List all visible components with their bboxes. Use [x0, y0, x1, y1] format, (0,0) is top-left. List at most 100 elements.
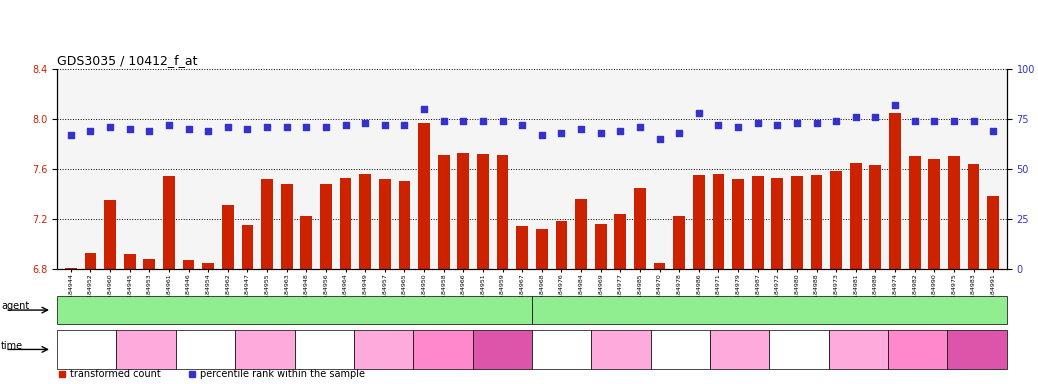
Point [965, 118, 982, 124]
Bar [143, 259, 156, 384]
Bar [458, 153, 469, 384]
Bar [359, 174, 371, 384]
Point [298, 124, 315, 130]
Point [121, 126, 138, 132]
Bar [65, 268, 77, 384]
Point [671, 130, 687, 136]
Bar [163, 177, 174, 384]
Bar [674, 217, 685, 384]
Bar [575, 199, 586, 384]
Bar [399, 182, 410, 384]
Bar [752, 177, 764, 384]
Point [789, 120, 805, 126]
Point [474, 118, 491, 124]
Text: 120 min: 120 min [959, 345, 995, 354]
Bar [339, 178, 352, 384]
Point [946, 118, 962, 124]
Bar [242, 225, 253, 384]
Bar [967, 164, 980, 384]
Point [377, 122, 393, 128]
Bar [262, 179, 273, 384]
Text: agent: agent [1, 301, 29, 311]
Point [200, 128, 217, 134]
Text: 12 min: 12 min [725, 345, 756, 354]
Bar [870, 165, 881, 384]
Bar [281, 184, 293, 384]
Point [397, 122, 413, 128]
Text: 70 min: 70 min [428, 345, 459, 354]
Bar [928, 159, 940, 384]
Bar [890, 113, 901, 384]
Bar [908, 157, 921, 384]
Bar [987, 197, 999, 384]
Bar [732, 179, 744, 384]
Bar [595, 224, 606, 384]
Bar [693, 175, 705, 384]
Point [161, 122, 177, 128]
Point [593, 130, 609, 136]
Bar [379, 179, 390, 384]
Bar [712, 174, 725, 384]
Point [809, 120, 825, 126]
Point [867, 114, 883, 120]
Point [141, 128, 158, 134]
Text: transformed count: transformed count [70, 369, 161, 379]
Text: control: control [275, 305, 313, 315]
Text: 0 min: 0 min [549, 345, 574, 354]
Bar [948, 157, 960, 384]
Bar [124, 254, 136, 384]
Text: GDS3035 / 10412_f_at: GDS3035 / 10412_f_at [57, 53, 197, 66]
Point [357, 120, 374, 126]
Point [337, 122, 354, 128]
Point [416, 106, 433, 112]
Bar [614, 214, 626, 384]
Point [219, 124, 236, 130]
Bar [654, 263, 665, 384]
Text: 3 min: 3 min [608, 345, 634, 354]
Bar [477, 154, 489, 384]
Point [534, 132, 550, 138]
Point [82, 128, 99, 134]
Text: 20 min: 20 min [784, 345, 815, 354]
Point [62, 132, 79, 138]
Text: 40 min: 40 min [843, 345, 874, 354]
Bar [555, 222, 568, 384]
Bar [496, 155, 509, 384]
Bar [516, 227, 528, 384]
Point [102, 124, 118, 130]
Point [258, 124, 275, 130]
Text: 12 min: 12 min [249, 345, 280, 354]
Text: 70 min: 70 min [902, 345, 933, 354]
Text: 6 min: 6 min [193, 345, 218, 354]
Bar [222, 205, 234, 384]
Text: time: time [1, 341, 23, 351]
Point [926, 118, 943, 124]
Bar [320, 184, 332, 384]
Point [730, 124, 746, 130]
Bar [791, 177, 802, 384]
Point [494, 118, 511, 124]
Point [573, 126, 590, 132]
Text: 120 min: 120 min [484, 345, 521, 354]
Point [690, 110, 707, 116]
Text: percentile rank within the sample: percentile rank within the sample [200, 369, 364, 379]
Bar [811, 175, 822, 384]
Point [455, 118, 471, 124]
Point [553, 130, 570, 136]
Bar [438, 155, 449, 384]
Point [651, 136, 667, 142]
Bar [771, 178, 783, 384]
Text: 3 min: 3 min [133, 345, 159, 354]
Point [828, 118, 845, 124]
Point [514, 122, 530, 128]
Bar [202, 263, 214, 384]
Text: 40 min: 40 min [367, 345, 400, 354]
Point [278, 124, 295, 130]
Bar [634, 188, 646, 384]
Point [906, 118, 923, 124]
Point [769, 122, 786, 128]
Bar [536, 229, 548, 384]
Point [749, 120, 766, 126]
Bar [84, 253, 97, 384]
Bar [183, 260, 194, 384]
